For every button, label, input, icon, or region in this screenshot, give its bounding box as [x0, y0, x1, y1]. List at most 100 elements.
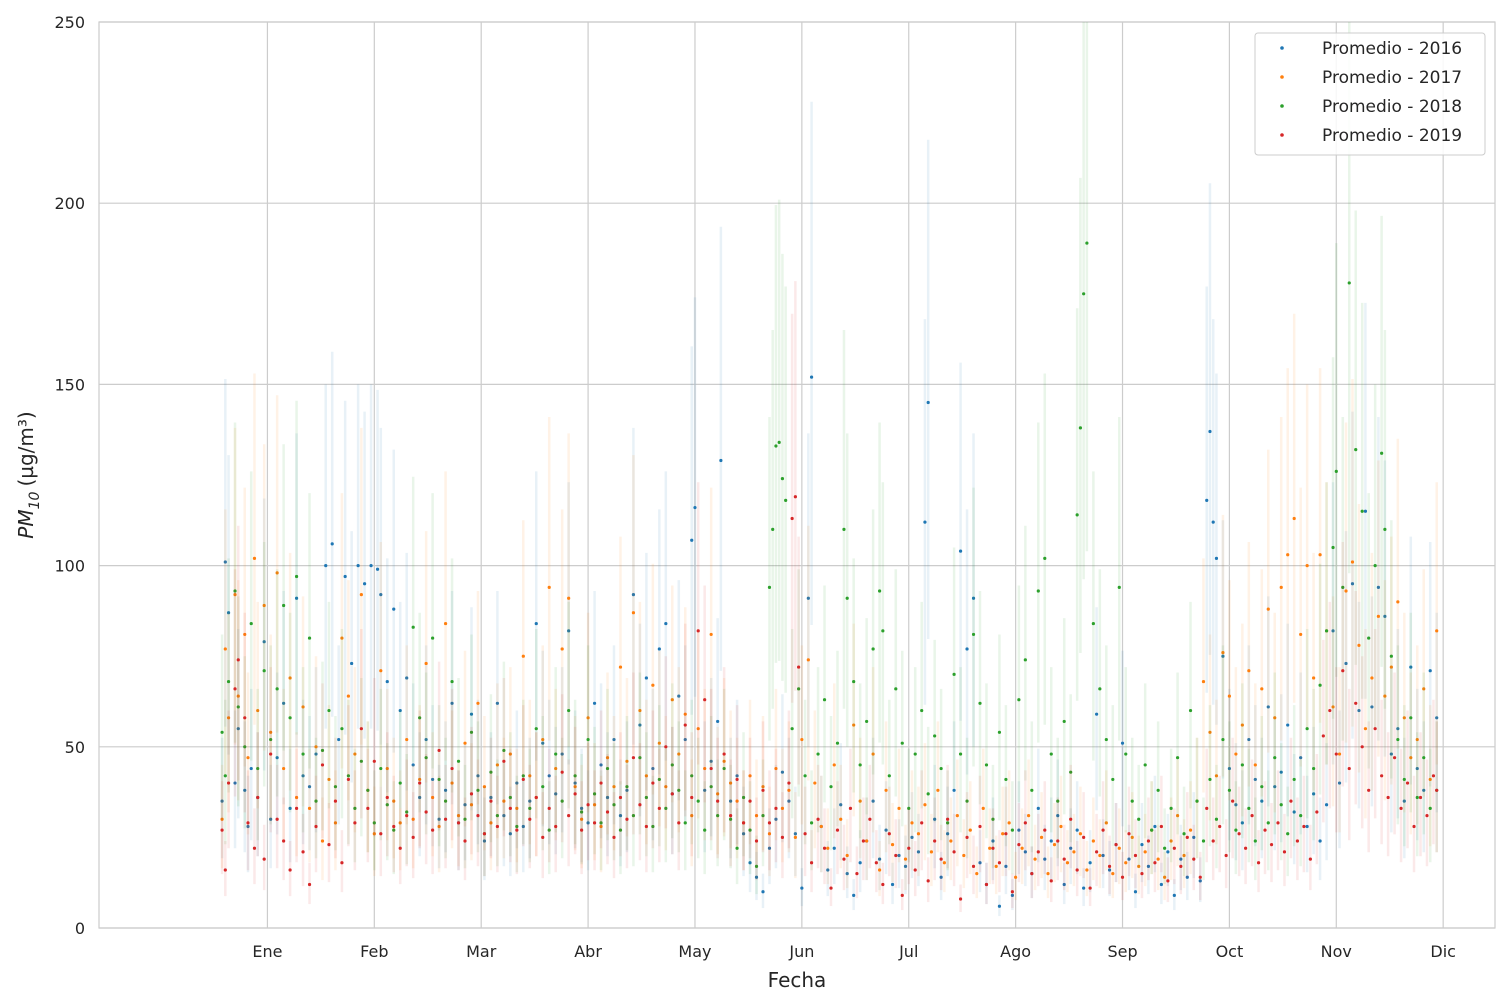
- data-point: [1056, 814, 1060, 818]
- data-point: [288, 676, 292, 680]
- data-point: [1360, 745, 1364, 749]
- data-point: [223, 647, 227, 651]
- data-point: [884, 828, 888, 832]
- data-point: [793, 835, 797, 840]
- data-point: [573, 792, 577, 796]
- data-point: [372, 832, 376, 836]
- data-point: [887, 832, 891, 836]
- data-point: [1023, 658, 1027, 662]
- data-point: [1192, 835, 1196, 840]
- data-point: [1117, 585, 1121, 589]
- data-point: [243, 632, 247, 637]
- data-point: [1043, 857, 1047, 861]
- data-point: [1120, 875, 1125, 879]
- data-point: [1156, 857, 1160, 861]
- data-point: [294, 795, 299, 800]
- data-point: [907, 806, 911, 811]
- data-point: [881, 629, 885, 633]
- data-point: [1435, 716, 1439, 720]
- data-point: [1321, 734, 1325, 738]
- data-point: [1133, 890, 1138, 894]
- data-point: [515, 781, 519, 785]
- data-point: [787, 788, 791, 792]
- x-tick-label: Abr: [574, 942, 602, 961]
- data-point: [1234, 752, 1238, 756]
- data-point: [1428, 806, 1432, 811]
- y-tick-label: 100: [54, 557, 85, 576]
- data-point: [275, 687, 279, 691]
- data-point: [1020, 846, 1024, 850]
- data-point: [1166, 879, 1170, 883]
- data-point: [586, 803, 590, 807]
- data-point: [916, 832, 921, 836]
- data-point: [1266, 821, 1270, 825]
- data-point: [997, 730, 1002, 734]
- data-point: [657, 647, 661, 651]
- data-point: [741, 832, 746, 836]
- data-point: [1247, 737, 1251, 742]
- data-point: [1107, 868, 1112, 872]
- data-point: [1396, 727, 1400, 731]
- data-point: [1146, 839, 1151, 843]
- data-point: [693, 506, 697, 510]
- data-point: [489, 821, 493, 825]
- data-point: [226, 679, 231, 684]
- data-point: [1143, 850, 1147, 854]
- x-tick-label: Jun: [788, 942, 814, 961]
- data-point: [327, 708, 331, 713]
- data-point: [324, 564, 328, 568]
- data-point: [1428, 669, 1432, 673]
- data-point: [754, 875, 759, 879]
- data-point: [829, 785, 833, 789]
- data-point: [1292, 777, 1296, 782]
- data-point: [1098, 853, 1102, 858]
- data-point: [350, 661, 354, 666]
- data-point: [677, 694, 681, 698]
- data-point: [340, 636, 344, 640]
- data-point: [1069, 817, 1073, 821]
- data-point: [1224, 853, 1228, 858]
- data-point: [418, 795, 422, 800]
- data-point: [385, 766, 389, 771]
- data-point: [1075, 828, 1079, 832]
- data-point: [638, 803, 642, 807]
- data-point: [1221, 650, 1225, 655]
- data-point: [920, 708, 924, 713]
- data-point: [916, 850, 921, 854]
- data-point: [1289, 799, 1293, 803]
- data-point: [923, 803, 927, 807]
- data-point: [1402, 716, 1406, 720]
- data-point: [605, 766, 610, 771]
- data-point: [1392, 756, 1397, 760]
- data-point: [1435, 629, 1439, 633]
- data-point: [580, 828, 584, 832]
- data-point: [871, 647, 875, 651]
- data-point: [521, 777, 525, 782]
- data-point: [424, 810, 428, 814]
- data-point: [861, 839, 865, 843]
- data-point: [220, 828, 224, 832]
- data-point: [573, 785, 577, 789]
- data-point: [495, 701, 499, 705]
- data-point: [450, 679, 454, 684]
- data-point: [1001, 832, 1005, 836]
- data-point: [301, 752, 305, 756]
- data-point: [508, 806, 512, 811]
- data-point: [405, 737, 409, 742]
- data-point: [1337, 781, 1342, 785]
- data-point: [1260, 785, 1264, 789]
- data-point: [722, 752, 726, 756]
- data-point: [246, 824, 250, 829]
- data-point: [450, 701, 454, 705]
- data-point: [521, 654, 525, 658]
- data-point: [586, 716, 590, 720]
- data-point: [748, 799, 752, 803]
- data-point: [1172, 846, 1176, 850]
- data-point: [664, 806, 668, 811]
- x-tick-label: Jul: [898, 942, 918, 961]
- data-point: [1409, 665, 1413, 669]
- data-point: [586, 821, 590, 825]
- data-point: [560, 799, 564, 803]
- data-point: [1324, 803, 1329, 807]
